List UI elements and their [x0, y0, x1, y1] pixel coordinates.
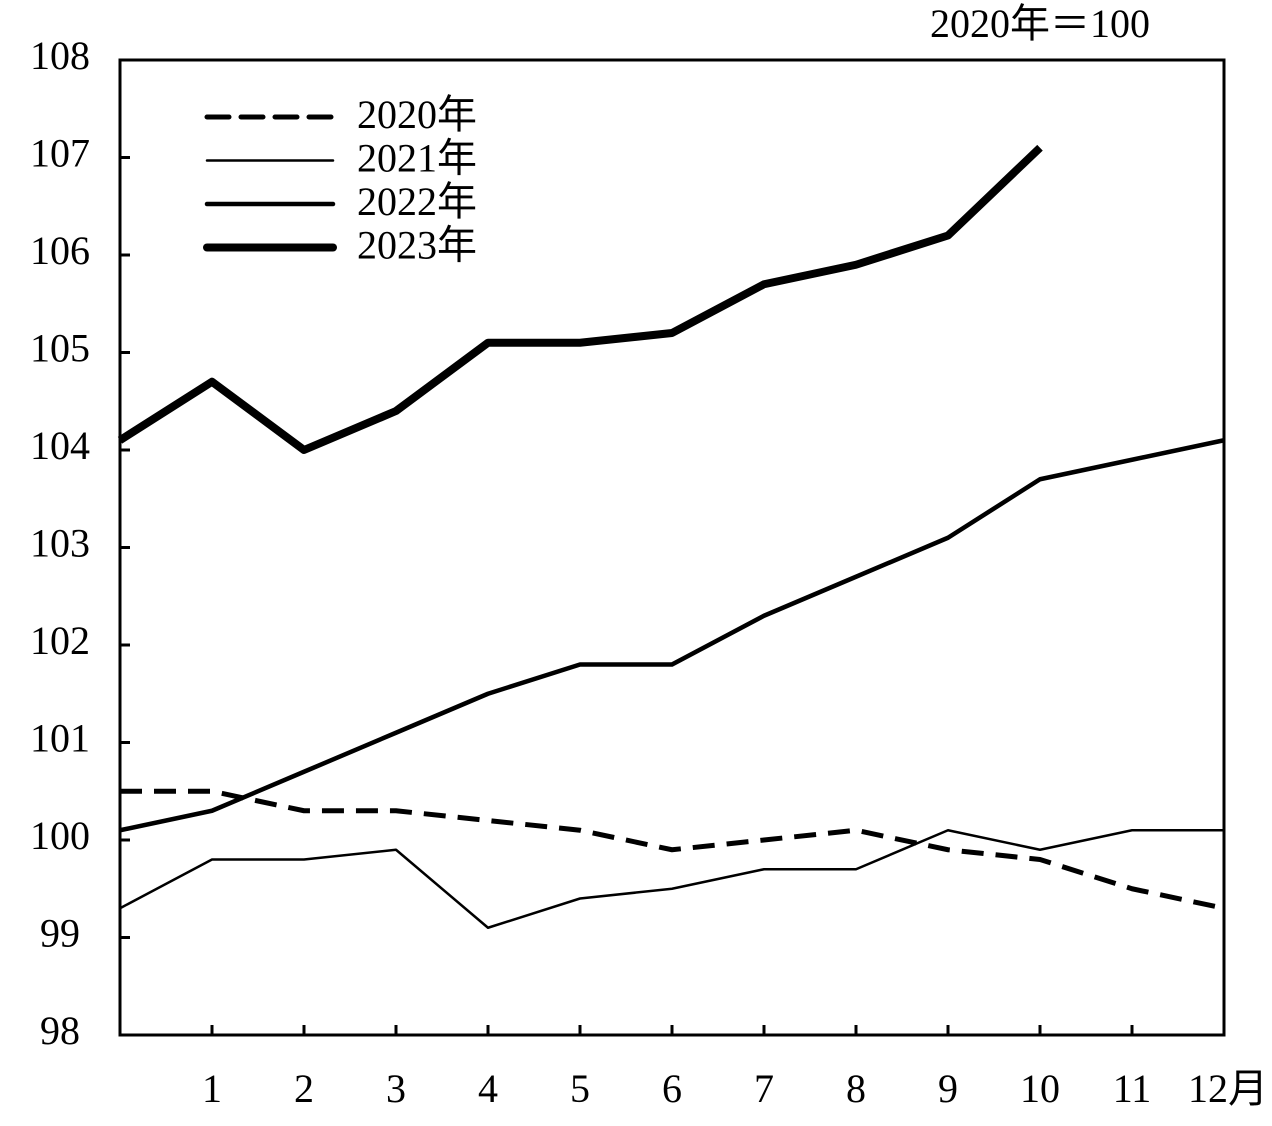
x-tick-label: 7	[754, 1066, 774, 1111]
legend-label: 2022年	[357, 179, 477, 224]
legend-label: 2021年	[357, 136, 477, 181]
x-tick-label: 9	[938, 1066, 958, 1111]
x-tick-label: 10	[1020, 1066, 1060, 1111]
legend-label: 2023年	[357, 223, 477, 268]
y-tick-label: 98	[40, 1008, 80, 1053]
y-tick-label: 107	[30, 131, 90, 176]
x-tick-label: 1	[202, 1066, 222, 1111]
series-line	[119, 829, 1224, 929]
x-tick-label: 4	[478, 1066, 498, 1111]
y-tick-label: 106	[30, 228, 90, 273]
y-tick-label: 99	[40, 911, 80, 956]
x-tick-label: 2	[294, 1066, 314, 1111]
x-tick-label: 5	[570, 1066, 590, 1111]
series-line	[117, 144, 1043, 454]
y-tick-label: 103	[30, 521, 90, 566]
x-tick-label: 8	[846, 1066, 866, 1111]
x-tick-label: 11	[1113, 1066, 1152, 1111]
y-tick-label: 105	[30, 326, 90, 371]
series-line	[119, 438, 1225, 833]
y-tick-label: 100	[30, 813, 90, 858]
legend-label: 2020年	[357, 92, 477, 137]
x-tick-label: 6	[662, 1066, 682, 1111]
y-tick-label: 104	[30, 423, 90, 468]
y-tick-label: 102	[30, 618, 90, 663]
series-line	[120, 788, 1225, 911]
y-tick-label: 108	[30, 33, 90, 78]
y-tick-label: 101	[30, 716, 90, 761]
x-tick-label: 12月	[1188, 1066, 1268, 1111]
annotation: 2020年＝100	[930, 1, 1150, 46]
x-tick-label: 3	[386, 1066, 406, 1111]
